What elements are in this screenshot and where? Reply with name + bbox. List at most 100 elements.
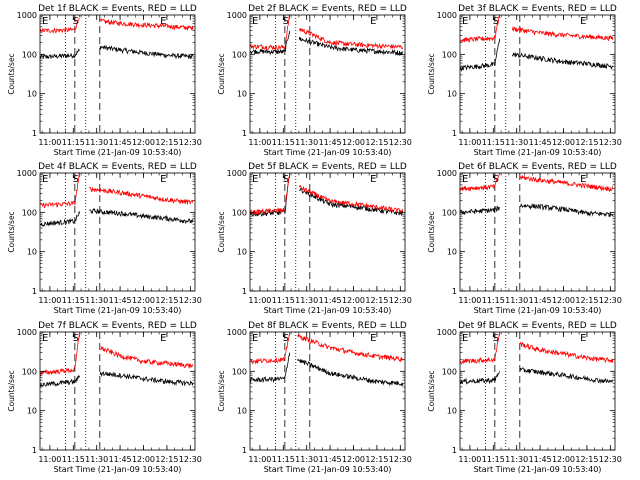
y-tick-label: 1 xyxy=(452,446,457,455)
x-tick-label: 12:30 xyxy=(389,296,412,305)
y-tick-label: 100 xyxy=(22,208,37,217)
x-tick-label: 12:00 xyxy=(342,296,365,305)
events-series-line xyxy=(459,202,614,218)
x-tick-label: 11:00 xyxy=(38,296,61,305)
x-tick-label: 12:15 xyxy=(575,455,598,464)
panel-title: Det 2f BLACK = Events, RED = LLD xyxy=(248,4,407,14)
y-axis-label: Counts/sec xyxy=(217,370,226,411)
start-marker: S xyxy=(493,174,499,185)
x-tick-label: 12:00 xyxy=(132,455,155,464)
x-tick-label: 11:00 xyxy=(38,455,61,464)
y-tick-label: 1000 xyxy=(17,328,37,337)
start-marker: S xyxy=(73,174,79,185)
x-tick-label: 11:30 xyxy=(295,138,318,147)
plot-frame xyxy=(249,172,406,292)
corner-marker: E xyxy=(252,16,258,27)
panel-title: Det 1f BLACK = Events, RED = LLD xyxy=(38,4,197,14)
panel-title: Det 9f BLACK = Events, RED = LLD xyxy=(458,321,617,331)
x-tick-label: 11:15 xyxy=(272,455,295,464)
y-tick-label: 1000 xyxy=(227,169,247,178)
x-tick-label: 11:30 xyxy=(505,138,528,147)
x-tick-label: 11:00 xyxy=(458,455,481,464)
y-tick-label: 100 xyxy=(22,367,37,376)
x-axis-label: Start Time (21-Jan-09 10:53:40) xyxy=(474,148,602,157)
lld-series-line xyxy=(459,15,614,43)
y-tick-label: 10 xyxy=(27,407,37,416)
lld-series-line xyxy=(39,172,194,209)
panel-title: Det 8f BLACK = Events, RED = LLD xyxy=(248,321,407,331)
panel-det-8: Det 8f BLACK = Events, RED = LLD E S E 1 10 10… xyxy=(217,321,412,474)
corner-marker: E xyxy=(462,174,468,185)
y-tick-label: 1 xyxy=(452,129,457,138)
start-marker: S xyxy=(493,333,499,344)
x-tick-label: 12:30 xyxy=(179,138,202,147)
y-axis-label: Counts/sec xyxy=(7,211,16,252)
x-tick-label: 11:15 xyxy=(482,296,505,305)
y-tick-label: 10 xyxy=(27,90,37,99)
corner-marker: E xyxy=(42,16,48,27)
panel-det-2: Det 2f BLACK = Events, RED = LLD E S E 1 10 10… xyxy=(217,4,412,157)
end-marker: E xyxy=(580,16,586,27)
panel-det-4: Det 4f BLACK = Events, RED = LLD E S E 1 10 10… xyxy=(7,162,202,315)
y-tick-label: 10 xyxy=(27,248,37,257)
plot-frame xyxy=(459,14,616,134)
x-axis-label: Start Time (21-Jan-09 10:53:40) xyxy=(54,306,182,315)
x-tick-label: 12:30 xyxy=(179,455,202,464)
x-axis-label: Start Time (21-Jan-09 10:53:40) xyxy=(54,148,182,157)
start-marker: S xyxy=(283,16,289,27)
x-tick-label: 11:15 xyxy=(482,455,505,464)
y-tick-label: 100 xyxy=(442,367,457,376)
x-tick-label: 12:15 xyxy=(365,138,388,147)
end-marker: E xyxy=(370,174,376,185)
events-series-line xyxy=(39,207,194,227)
x-tick-label: 12:30 xyxy=(179,296,202,305)
x-tick-label: 11:45 xyxy=(529,138,552,147)
events-series-line xyxy=(459,38,614,72)
plot-frame xyxy=(249,331,406,451)
corner-marker: E xyxy=(462,333,468,344)
end-marker: E xyxy=(580,174,586,185)
y-axis-label: Counts/sec xyxy=(427,370,436,411)
x-tick-label: 11:30 xyxy=(505,296,528,305)
y-tick-label: 10 xyxy=(237,248,247,257)
y-tick-label: 1 xyxy=(242,446,247,455)
start-marker: S xyxy=(283,174,289,185)
x-tick-label: 11:00 xyxy=(248,138,271,147)
x-tick-label: 11:30 xyxy=(85,138,108,147)
plot-frame xyxy=(249,14,406,134)
end-marker: E xyxy=(160,333,166,344)
x-tick-label: 12:15 xyxy=(365,296,388,305)
x-tick-label: 11:45 xyxy=(109,296,132,305)
y-tick-label: 10 xyxy=(237,407,247,416)
plot-frame xyxy=(459,172,616,292)
corner-marker: E xyxy=(252,174,258,185)
y-tick-label: 1000 xyxy=(437,11,457,20)
x-tick-label: 12:15 xyxy=(155,455,178,464)
y-axis-label: Counts/sec xyxy=(427,211,436,252)
events-series-line xyxy=(249,352,404,387)
y-tick-label: 10 xyxy=(237,90,247,99)
start-marker: S xyxy=(73,16,79,27)
x-tick-label: 12:00 xyxy=(552,296,575,305)
y-tick-label: 10 xyxy=(447,407,457,416)
x-tick-label: 12:30 xyxy=(599,138,622,147)
x-axis-label: Start Time (21-Jan-09 10:53:40) xyxy=(264,306,392,315)
x-tick-label: 12:00 xyxy=(552,455,575,464)
panel-det-6: Det 6f BLACK = Events, RED = LLD E S E 1 10 10… xyxy=(427,162,622,315)
plot-frame xyxy=(39,14,196,134)
plot-frame xyxy=(39,172,196,292)
x-tick-label: 12:15 xyxy=(575,138,598,147)
y-tick-label: 100 xyxy=(442,208,457,217)
y-axis-label: Counts/sec xyxy=(427,53,436,94)
lld-series-line xyxy=(39,15,194,34)
y-tick-label: 1 xyxy=(242,287,247,296)
y-tick-label: 1 xyxy=(32,446,37,455)
x-axis-label: Start Time (21-Jan-09 10:53:40) xyxy=(474,465,602,474)
x-tick-label: 11:15 xyxy=(62,138,85,147)
y-axis-label: Counts/sec xyxy=(217,53,226,94)
y-tick-label: 1000 xyxy=(227,328,247,337)
x-axis-label: Start Time (21-Jan-09 10:53:40) xyxy=(264,465,392,474)
y-axis-label: Counts/sec xyxy=(7,370,16,411)
x-tick-label: 11:00 xyxy=(248,455,271,464)
start-marker: S xyxy=(283,333,289,344)
